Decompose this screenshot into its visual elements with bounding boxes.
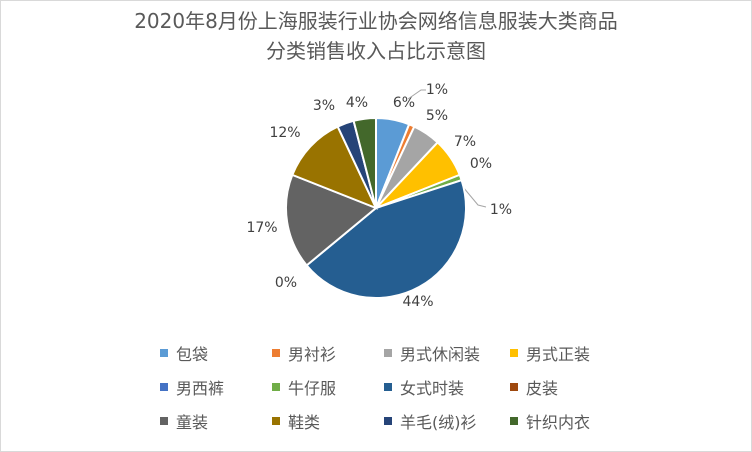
legend-swatch-5 [272, 383, 280, 391]
legend-item-11: 针织内衣 [510, 410, 590, 432]
legend-label-1: 男衬衫 [288, 345, 337, 364]
chart-title: 2020年8月份上海服装行业协会网络信息服装大类商品 分类销售收入占比示意图 [0, 6, 752, 66]
legend-label-9: 鞋类 [288, 413, 321, 432]
legend-label-8: 童装 [176, 413, 209, 432]
data-label-10: 3% [313, 98, 335, 114]
legend-swatch-9 [272, 417, 280, 425]
legend-label-2: 男式休闲装 [400, 345, 481, 364]
legend-swatch-3 [510, 349, 518, 357]
legend-swatch-0 [160, 349, 168, 357]
legend-label-10: 羊毛(绒)衫 [400, 413, 477, 432]
pie-slice-6 [305, 178, 467, 300]
legend-item-0: 包袋 [160, 342, 208, 364]
legend-label-7: 皮装 [526, 379, 559, 398]
legend-swatch-10 [384, 417, 392, 425]
legend-item-7: 皮装 [510, 376, 558, 398]
legend-label-11: 针织内衣 [526, 413, 591, 432]
legend-swatch-11 [510, 417, 518, 425]
legend-item-3: 男式正装 [510, 342, 590, 364]
data-label-0: 6% [393, 95, 415, 111]
legend-label-0: 包袋 [176, 345, 209, 364]
data-label-4: 0% [470, 156, 492, 172]
legend-item-4: 男西裤 [160, 376, 224, 398]
legend-label-3: 男式正装 [526, 345, 591, 364]
pie-slice-8 [285, 173, 378, 267]
legend-swatch-4 [160, 383, 168, 391]
legend-swatch-1 [272, 349, 280, 357]
legend-item-9: 鞋类 [272, 410, 320, 432]
data-label-3: 7% [454, 134, 476, 150]
legend-swatch-2 [384, 349, 392, 357]
legend-item-2: 男式休闲装 [384, 342, 480, 364]
chart-title-line-1: 2020年8月份上海服装行业协会网络信息服装大类商品 [134, 9, 618, 33]
legend-item-6: 女式时装 [384, 376, 464, 398]
legend-item-1: 男衬衫 [272, 342, 336, 364]
data-label-5: 1% [490, 202, 512, 218]
legend-item-5: 牛仔服 [272, 376, 336, 398]
data-label-8: 17% [246, 220, 277, 236]
legend-swatch-8 [160, 417, 168, 425]
data-label-11: 4% [346, 95, 368, 111]
legend-item-8: 童装 [160, 410, 208, 432]
legend-item-10: 羊毛(绒)衫 [384, 410, 477, 432]
data-label-2: 5% [426, 108, 448, 124]
legend-swatch-7 [510, 383, 518, 391]
legend-swatch-6 [384, 383, 392, 391]
legend-label-5: 牛仔服 [288, 379, 337, 398]
legend-label-6: 女式时装 [400, 379, 465, 398]
data-label-6: 44% [402, 294, 433, 310]
pie-slice-11 [352, 116, 377, 209]
chart-title-line-2: 分类销售收入占比示意图 [266, 39, 486, 63]
leader-line-1 [407, 89, 426, 100]
data-label-1: 1% [426, 82, 448, 98]
data-label-7: 0% [275, 275, 297, 291]
pie-slice-9 [291, 125, 378, 210]
legend-label-4: 男西裤 [176, 379, 225, 398]
data-label-9: 12% [269, 125, 300, 141]
